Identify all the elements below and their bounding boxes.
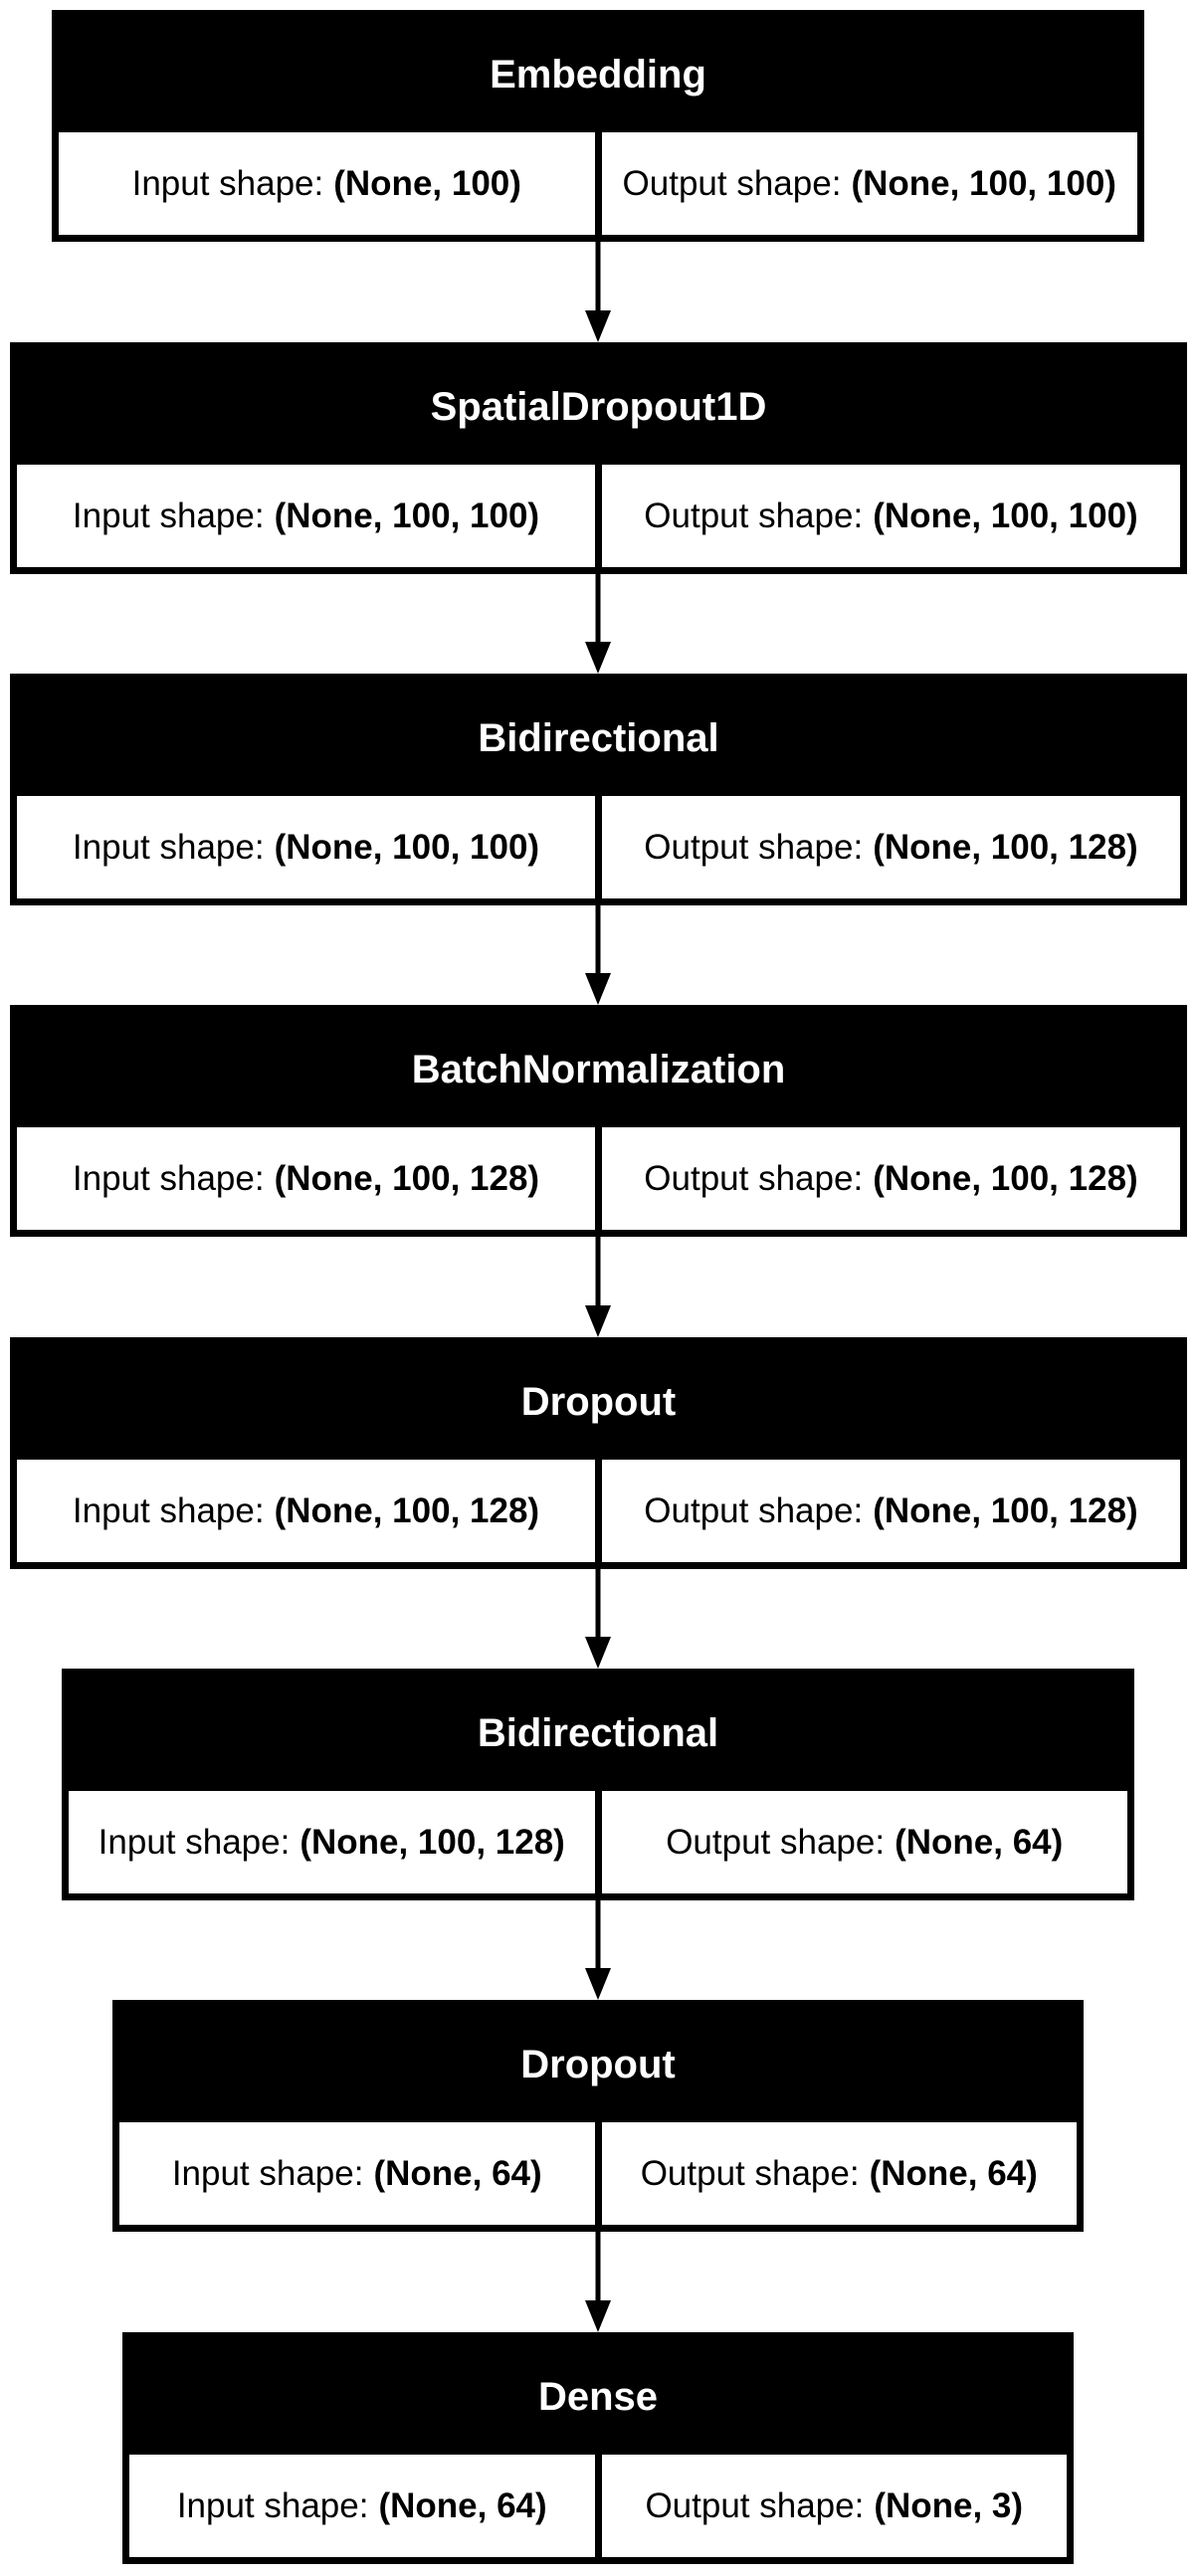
layer-shapes: Input shape: (None, 100) Output shape: (… bbox=[59, 132, 1137, 235]
output-shape-value: (None, 3) bbox=[874, 2485, 1024, 2525]
input-shape-label: Input shape: bbox=[171, 2153, 364, 2193]
input-shape-label: Input shape: bbox=[98, 1822, 291, 1862]
edge-arrow bbox=[585, 1900, 611, 2000]
output-shape-cell: Output shape: (None, 100, 128) bbox=[602, 796, 1180, 898]
input-shape-label: Input shape: bbox=[72, 1490, 265, 1530]
output-shape-cell: Output shape: (None, 64) bbox=[601, 1791, 1127, 1893]
layer-shapes: Input shape: (None, 64) Output shape: (N… bbox=[119, 2122, 1077, 2225]
arrowhead-icon bbox=[585, 1305, 611, 1337]
layer-shapes: Input shape: (None, 100, 100) Output sha… bbox=[17, 796, 1180, 898]
input-shape-value: (None, 100, 100) bbox=[274, 495, 540, 535]
arrowhead-icon bbox=[585, 2300, 611, 2332]
output-shape-value: (None, 100, 128) bbox=[873, 1490, 1138, 1530]
layer-title: Bidirectional bbox=[69, 1676, 1127, 1791]
input-shape-value: (None, 100) bbox=[333, 163, 521, 203]
output-shape-cell: Output shape: (None, 100, 128) bbox=[602, 1127, 1180, 1230]
edge-arrow bbox=[585, 574, 611, 674]
input-shape-value: (None, 64) bbox=[373, 2153, 542, 2193]
output-shape-label: Output shape: bbox=[644, 1158, 864, 1198]
output-shape-value: (None, 100, 100) bbox=[873, 495, 1138, 535]
output-shape-label: Output shape: bbox=[645, 2485, 865, 2525]
input-shape-cell: Input shape: (None, 100, 128) bbox=[17, 1127, 595, 1230]
output-shape-cell: Output shape: (None, 100, 100) bbox=[602, 465, 1180, 567]
arrowhead-icon bbox=[585, 1968, 611, 2000]
input-shape-label: Input shape: bbox=[72, 495, 265, 535]
output-shape-cell: Output shape: (None, 3) bbox=[601, 2455, 1067, 2557]
arrowhead-icon bbox=[585, 310, 611, 342]
layer-box-dropout-2: Dropout Input shape: (None, 64) Output s… bbox=[112, 2000, 1084, 2232]
layer-box-bidirectional-1: Bidirectional Input shape: (None, 100, 1… bbox=[10, 674, 1187, 905]
output-shape-label: Output shape: bbox=[640, 2153, 860, 2193]
input-shape-value: (None, 100, 128) bbox=[299, 1822, 565, 1862]
input-shape-label: Input shape: bbox=[131, 163, 324, 203]
input-shape-cell: Input shape: (None, 64) bbox=[129, 2455, 595, 2557]
input-shape-value: (None, 100, 128) bbox=[274, 1490, 540, 1530]
layer-box-dense: Dense Input shape: (None, 64) Output sha… bbox=[122, 2332, 1074, 2564]
layer-box-bidirectional-2: Bidirectional Input shape: (None, 100, 1… bbox=[62, 1669, 1134, 1900]
layer-box-dropout-1: Dropout Input shape: (None, 100, 128) Ou… bbox=[10, 1337, 1187, 1569]
output-shape-label: Output shape: bbox=[644, 827, 864, 867]
edge-arrow bbox=[585, 2232, 611, 2332]
output-shape-label: Output shape: bbox=[622, 163, 842, 203]
output-shape-value: (None, 100, 128) bbox=[873, 827, 1138, 867]
arrowhead-icon bbox=[585, 642, 611, 674]
input-shape-cell: Input shape: (None, 100, 100) bbox=[17, 465, 595, 567]
layer-box-batchnormalization: BatchNormalization Input shape: (None, 1… bbox=[10, 1005, 1187, 1237]
layer-box-embedding: Embedding Input shape: (None, 100) Outpu… bbox=[52, 10, 1144, 242]
output-shape-label: Output shape: bbox=[666, 1822, 886, 1862]
input-shape-cell: Input shape: (None, 64) bbox=[119, 2122, 595, 2225]
edge-arrow bbox=[585, 242, 611, 342]
edge-arrow bbox=[585, 1237, 611, 1337]
arrowhead-icon bbox=[585, 1637, 611, 1669]
output-shape-value: (None, 64) bbox=[869, 2153, 1038, 2193]
input-shape-cell: Input shape: (None, 100) bbox=[59, 132, 595, 235]
output-shape-label: Output shape: bbox=[644, 1490, 864, 1530]
input-shape-cell: Input shape: (None, 100, 128) bbox=[17, 1460, 595, 1562]
edge-arrow bbox=[585, 905, 611, 1005]
input-shape-cell: Input shape: (None, 100, 100) bbox=[17, 796, 595, 898]
input-shape-label: Input shape: bbox=[72, 1158, 265, 1198]
output-shape-value: (None, 100, 128) bbox=[873, 1158, 1138, 1198]
output-shape-label: Output shape: bbox=[644, 495, 864, 535]
output-shape-cell: Output shape: (None, 100, 128) bbox=[602, 1460, 1180, 1562]
input-shape-label: Input shape: bbox=[176, 2485, 369, 2525]
edge-arrow bbox=[585, 1569, 611, 1669]
layer-shapes: Input shape: (None, 100, 128) Output sha… bbox=[17, 1460, 1180, 1562]
input-shape-label: Input shape: bbox=[72, 827, 265, 867]
layer-box-spatialdropout1d: SpatialDropout1D Input shape: (None, 100… bbox=[10, 342, 1187, 574]
output-shape-value: (None, 100, 100) bbox=[851, 163, 1116, 203]
input-shape-cell: Input shape: (None, 100, 128) bbox=[69, 1791, 595, 1893]
output-shape-cell: Output shape: (None, 64) bbox=[601, 2122, 1077, 2225]
layer-shapes: Input shape: (None, 100, 100) Output sha… bbox=[17, 465, 1180, 567]
layer-title: Dense bbox=[129, 2339, 1067, 2455]
input-shape-value: (None, 100, 100) bbox=[274, 827, 540, 867]
arrowhead-icon bbox=[585, 973, 611, 1005]
layer-title: Embedding bbox=[59, 17, 1137, 132]
layer-shapes: Input shape: (None, 100, 128) Output sha… bbox=[17, 1127, 1180, 1230]
input-shape-value: (None, 100, 128) bbox=[274, 1158, 540, 1198]
layer-title: Dropout bbox=[119, 2007, 1077, 2122]
output-shape-cell: Output shape: (None, 100, 100) bbox=[601, 132, 1137, 235]
output-shape-value: (None, 64) bbox=[895, 1822, 1064, 1862]
layer-title: Dropout bbox=[17, 1344, 1180, 1460]
layer-title: SpatialDropout1D bbox=[17, 349, 1180, 465]
layer-shapes: Input shape: (None, 64) Output shape: (N… bbox=[129, 2455, 1067, 2557]
layer-title: BatchNormalization bbox=[17, 1012, 1180, 1127]
layer-shapes: Input shape: (None, 100, 128) Output sha… bbox=[69, 1791, 1127, 1893]
layer-title: Bidirectional bbox=[17, 681, 1180, 796]
input-shape-value: (None, 64) bbox=[378, 2485, 547, 2525]
